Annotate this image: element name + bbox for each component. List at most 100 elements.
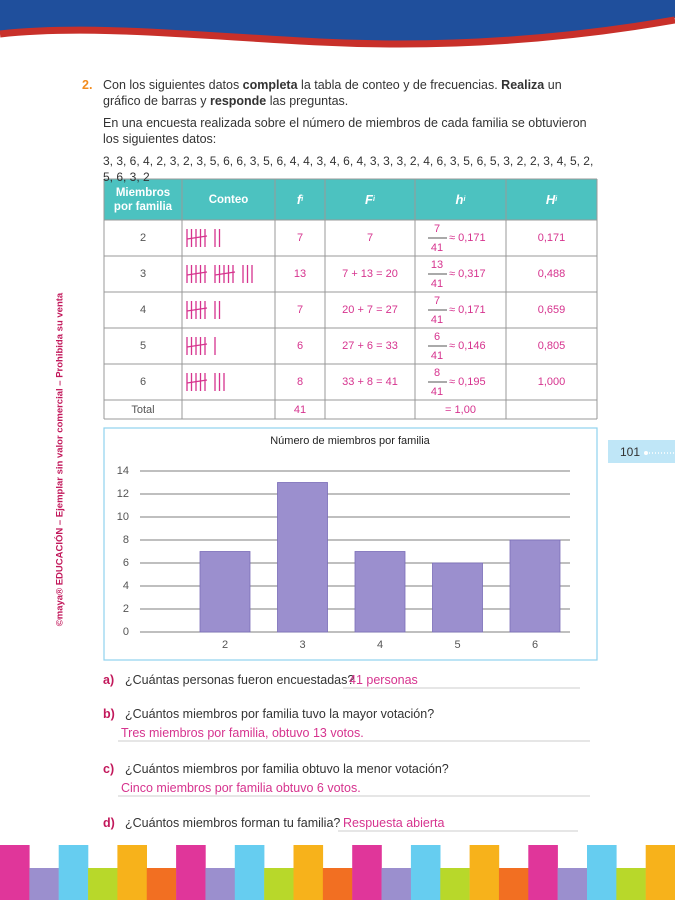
fraction-numerator: 6 <box>433 330 441 343</box>
stripe <box>528 845 558 900</box>
raw-data: 3, 3, 6, 4, 2, 3, 2, 3, 5, 6, 6, 3, 5, 6… <box>103 154 594 184</box>
fraction-denominator: 41 <box>430 349 444 362</box>
stripe <box>0 845 30 900</box>
fraction-denominator: 41 <box>430 313 444 326</box>
stripe <box>264 868 294 900</box>
table-cell: 8 <box>296 376 304 388</box>
question-text: ¿Cuántos miembros forman tu familia? <box>125 816 341 830</box>
instruction-part: completa <box>242 78 298 92</box>
table-cell: 7 + 13 = 20 <box>342 268 398 280</box>
stripe <box>322 868 353 900</box>
stripe <box>176 845 206 900</box>
instruction-part: las preguntas. <box>266 94 349 108</box>
instruction-part: Realiza <box>501 78 545 92</box>
fraction-numerator: 7 <box>433 222 441 235</box>
chart-title: Número de miembros por familia <box>270 435 430 447</box>
fraction-approx: ≈ 0,317 <box>449 268 486 280</box>
stripe <box>88 868 118 900</box>
header-subscript: i <box>555 195 558 203</box>
stripe <box>498 868 529 900</box>
stripe <box>234 845 265 900</box>
y-tick-label: 14 <box>117 465 129 477</box>
x-tick-label: 2 <box>222 639 228 651</box>
instruction-part: la tabla de conteo y de frecuencias. <box>297 78 502 92</box>
fraction-numerator: 13 <box>430 258 444 271</box>
table-total-cell: = 1,00 <box>445 403 476 416</box>
table-cell: 27 + 6 = 33 <box>342 340 398 352</box>
context: En una encuesta realizada sobre el númer… <box>103 116 587 146</box>
table-cell: 7 <box>296 232 304 244</box>
tally-strike <box>214 271 236 276</box>
y-tick-label: 12 <box>117 488 129 500</box>
fraction-approx: ≈ 0,146 <box>449 340 486 352</box>
stripe <box>293 845 324 900</box>
question-label: a) <box>103 673 115 687</box>
fraction-approx: ≈ 0,171 <box>449 232 486 244</box>
stripe <box>616 868 646 900</box>
answer: Tres miembros por familia, obtuvo 13 vot… <box>121 726 364 740</box>
table-cell: 20 + 7 = 27 <box>342 304 398 316</box>
tally-strike <box>186 307 208 312</box>
table-cell: 0,805 <box>537 340 566 352</box>
tally <box>186 301 221 319</box>
header-band <box>0 0 675 42</box>
stripe <box>29 868 59 900</box>
y-tick-label: 4 <box>123 580 129 592</box>
fraction-denominator: 41 <box>430 385 444 398</box>
table-header-bg <box>104 179 597 220</box>
table-cell: 6 <box>139 376 147 388</box>
question-label: d) <box>103 816 115 830</box>
x-tick-label: 4 <box>377 639 383 651</box>
page-number-tab <box>608 440 675 463</box>
stripe <box>381 868 412 900</box>
header-subscript: i <box>301 195 304 203</box>
table-cell: 1,000 <box>537 376 566 388</box>
y-tick-label: 0 <box>123 626 129 638</box>
y-tick-label: 2 <box>123 603 129 615</box>
fraction-numerator: 7 <box>433 294 441 307</box>
table-total-cell: 41 <box>293 403 307 416</box>
bar <box>432 562 483 633</box>
stripe <box>352 845 382 900</box>
table-header: Miembros por familia <box>113 186 173 213</box>
bar <box>199 551 251 633</box>
side-text: ©maya® EDUCACIÓN – Ejemplar sin valor co… <box>54 292 66 627</box>
table-cell: 13 <box>293 268 307 280</box>
table-cell: 0,659 <box>537 304 566 316</box>
header-symbol: f <box>296 191 302 207</box>
stripe <box>117 845 147 900</box>
table-cell: 4 <box>139 304 147 316</box>
tally <box>186 373 225 391</box>
table-cell: 33 + 8 = 41 <box>342 376 398 388</box>
stripe <box>645 845 675 900</box>
tally <box>186 265 253 283</box>
x-tick-label: 6 <box>532 639 538 651</box>
table-header: Conteo <box>208 193 249 206</box>
tally-strike <box>186 379 208 384</box>
x-tick-label: 5 <box>454 639 460 651</box>
stripe <box>205 868 236 900</box>
fraction-denominator: 41 <box>430 241 444 254</box>
bar <box>354 551 406 633</box>
fraction-numerator: 8 <box>433 366 441 379</box>
question-label: b) <box>103 707 115 721</box>
stripe <box>469 845 500 900</box>
exercise-number: 2. <box>82 78 93 92</box>
table-total-cell: Total <box>131 403 155 416</box>
stripe <box>587 845 617 900</box>
header-symbol: h <box>455 191 464 207</box>
stripe <box>146 868 177 900</box>
y-tick-label: 8 <box>123 534 129 546</box>
table-cell: 5 <box>139 340 147 352</box>
table-cell: 7 <box>366 232 374 244</box>
table-cell: 6 <box>296 340 304 352</box>
page-number-dot <box>644 451 648 455</box>
instruction-part: Con los siguientes datos <box>103 78 243 92</box>
question-text: ¿Cuántas personas fueron encuestadas? <box>125 673 355 687</box>
y-tick-label: 6 <box>123 557 129 569</box>
